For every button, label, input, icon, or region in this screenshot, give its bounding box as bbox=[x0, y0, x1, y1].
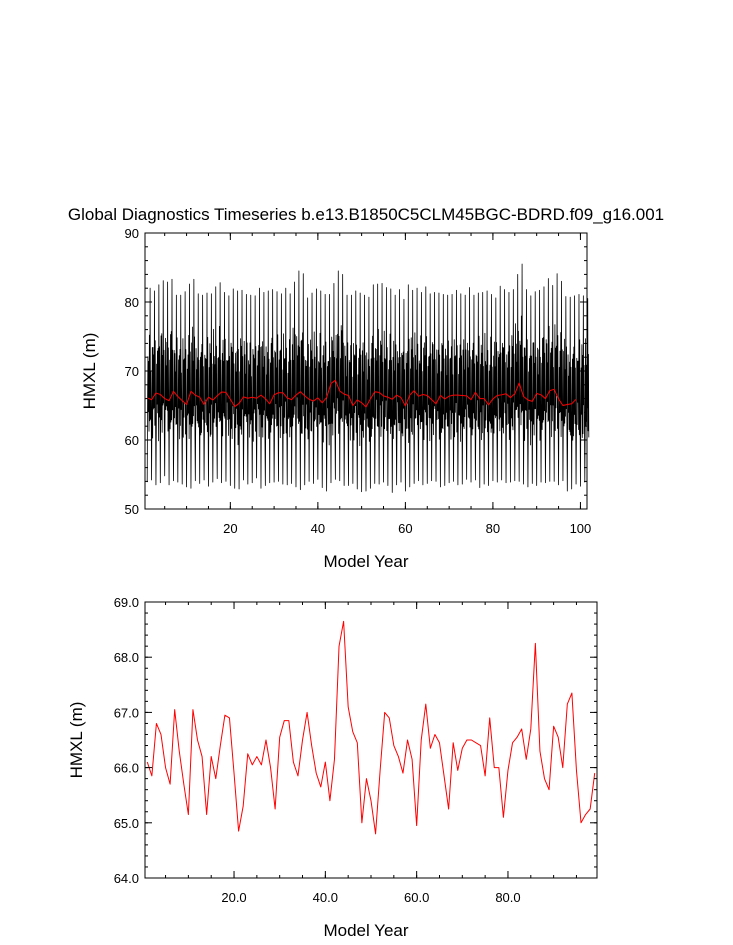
top-chart: 20 40 60 80 100 50 60 70 80 90 Model Year HMXL (m… bbox=[80, 226, 591, 571]
top-y-tick-label: 50 bbox=[125, 502, 139, 517]
top-series-line-0 bbox=[146, 263, 590, 493]
top-axes: 20 40 60 80 100 50 60 70 80 90 bbox=[125, 226, 592, 536]
top-y-tick-label: 80 bbox=[125, 295, 139, 310]
top-y-tick-label: 70 bbox=[125, 364, 139, 379]
bottom-x-tick-label: 60.0 bbox=[404, 890, 429, 905]
bottom-y-tick-label: 64.0 bbox=[114, 871, 139, 886]
bottom-y-tick-label: 67.0 bbox=[114, 705, 139, 720]
bottom-x-tick-label: 40.0 bbox=[313, 890, 338, 905]
top-plot-area bbox=[146, 263, 590, 493]
top-y-tick-label: 90 bbox=[125, 226, 139, 241]
bottom-x-axis-label: Model Year bbox=[323, 921, 408, 940]
bottom-plot-area bbox=[146, 620, 596, 835]
top-y-tick-label: 60 bbox=[125, 433, 139, 448]
bottom-chart: 20.0 40.0 60.0 80.0 64.0 65.0 66.0 67.0 68.0 69.0… bbox=[67, 595, 598, 940]
top-x-tick-label: 100 bbox=[570, 521, 592, 536]
bottom-y-axis-label: HMXL (m) bbox=[67, 702, 86, 779]
bottom-x-tick-label: 20.0 bbox=[221, 890, 246, 905]
bottom-y-tick-label: 69.0 bbox=[114, 595, 139, 610]
bottom-x-tick-label: 80.0 bbox=[495, 890, 520, 905]
top-x-tick-label: 80 bbox=[486, 521, 500, 536]
top-x-tick-label: 20 bbox=[223, 521, 237, 536]
bottom-axes: 20.0 40.0 60.0 80.0 64.0 65.0 66.0 67.0 68.0 69.0 bbox=[114, 595, 597, 905]
bottom-series-line-0 bbox=[146, 620, 596, 835]
top-x-tick-label: 40 bbox=[311, 521, 325, 536]
bottom-y-tick-label: 68.0 bbox=[114, 650, 139, 665]
figure-title: Global Diagnostics Timeseries b.e13.B185… bbox=[68, 205, 664, 224]
top-x-tick-label: 60 bbox=[398, 521, 412, 536]
bottom-y-tick-label: 65.0 bbox=[114, 816, 139, 831]
top-y-axis-label: HMXL (m) bbox=[80, 333, 99, 410]
top-series-line-1 bbox=[147, 379, 577, 408]
top-x-axis-label: Model Year bbox=[323, 552, 408, 571]
bottom-y-tick-label: 66.0 bbox=[114, 761, 139, 776]
